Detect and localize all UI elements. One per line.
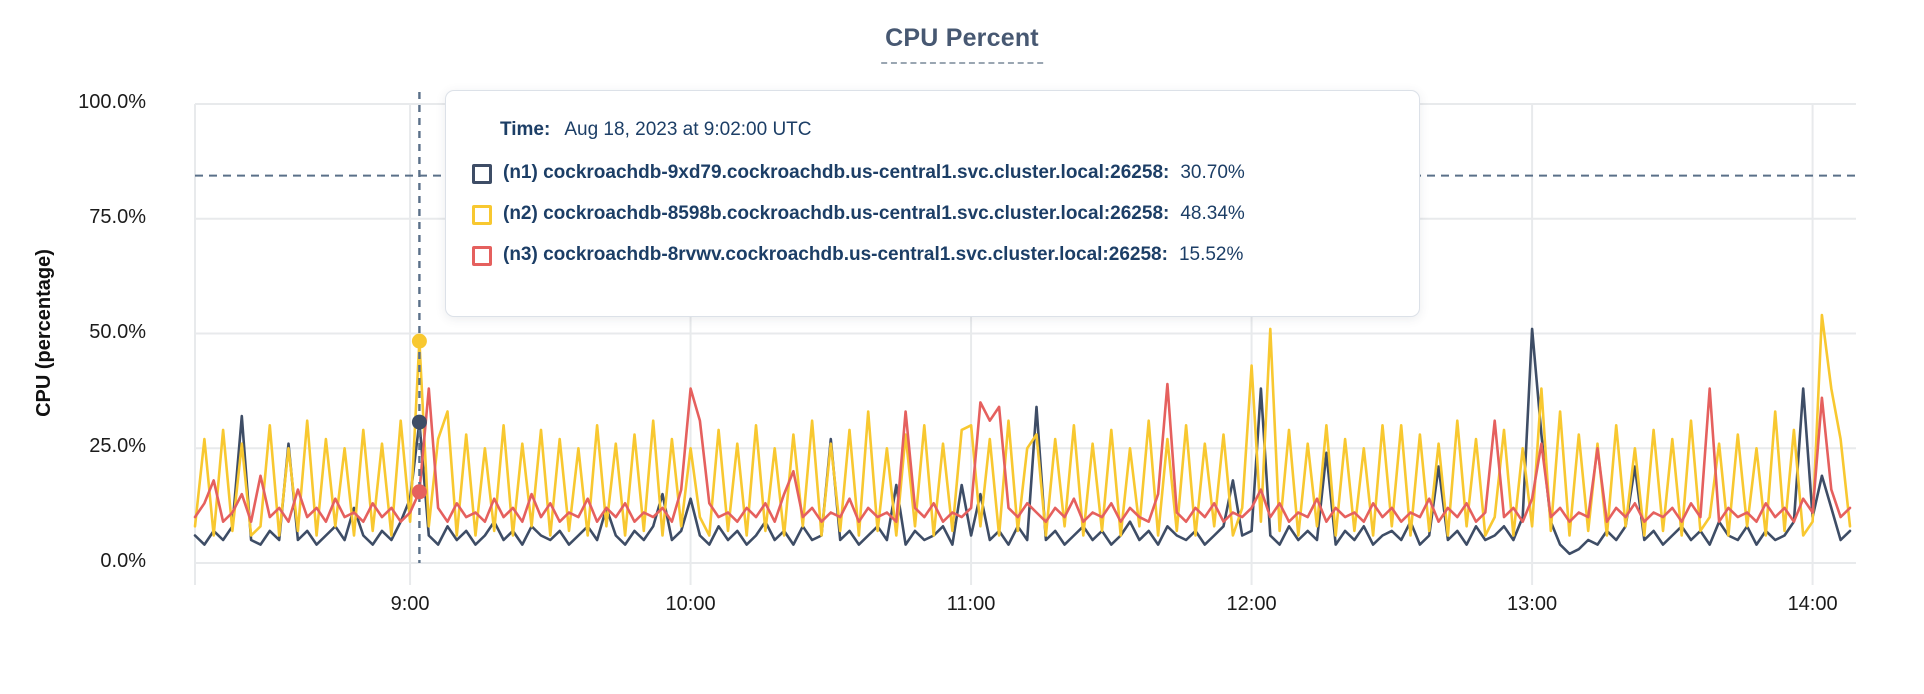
tooltip-time-label: Time: xyxy=(500,119,551,140)
series-label-n1: (n1) cockroachdb-9xd79.cockroachdb.us-ce… xyxy=(503,162,1170,183)
series-value-n1: 30.70% xyxy=(1180,162,1245,183)
tooltip-time-row: Time: Aug 18, 2023 at 9:02:00 UTC xyxy=(500,119,1395,141)
series-color-swatch-n1 xyxy=(472,164,492,184)
y-tick-label: 50.0% xyxy=(89,320,146,343)
tooltip-series-row: (n2) cockroachdb-8598b.cockroachdb.us-ce… xyxy=(472,202,1395,226)
tooltip-series-row: (n3) cockroachdb-8rvwv.cockroachdb.us-ce… xyxy=(472,243,1395,267)
series-value-n3: 15.52% xyxy=(1178,244,1244,265)
tooltip-time-value: Aug 18, 2023 at 9:02:00 UTC xyxy=(564,119,812,140)
series-value-n2: 48.34% xyxy=(1180,203,1245,224)
x-tick-label: 11:00 xyxy=(946,593,996,615)
x-tick-label: 14:00 xyxy=(1787,593,1838,615)
chart-title: CPU Percent xyxy=(881,24,1043,64)
series-color-swatch-n3 xyxy=(472,246,492,266)
tooltip-series-row: (n1) cockroachdb-9xd79.cockroachdb.us-ce… xyxy=(472,161,1395,185)
y-tick-label: 75.0% xyxy=(89,205,146,228)
series-color-swatch-n2 xyxy=(472,205,492,225)
y-tick-label: 100.0% xyxy=(78,91,146,113)
hover-tooltip: Time: Aug 18, 2023 at 9:02:00 UTC (n1) co… xyxy=(445,90,1420,317)
series-label-n2: (n2) cockroachdb-8598b.cockroachdb.us-ce… xyxy=(503,203,1170,224)
x-tick-label: 9:00 xyxy=(390,593,430,615)
series-label-n3: (n3) cockroachdb-8rvwv.cockroachdb.us-ce… xyxy=(503,244,1168,265)
y-tick-label: 0.0% xyxy=(100,550,146,572)
x-tick-label: 10:00 xyxy=(665,593,716,615)
x-tick-label: 13:00 xyxy=(1507,593,1558,615)
y-tick-label: 25.0% xyxy=(89,435,146,458)
x-tick-label: 12:00 xyxy=(1226,593,1277,615)
